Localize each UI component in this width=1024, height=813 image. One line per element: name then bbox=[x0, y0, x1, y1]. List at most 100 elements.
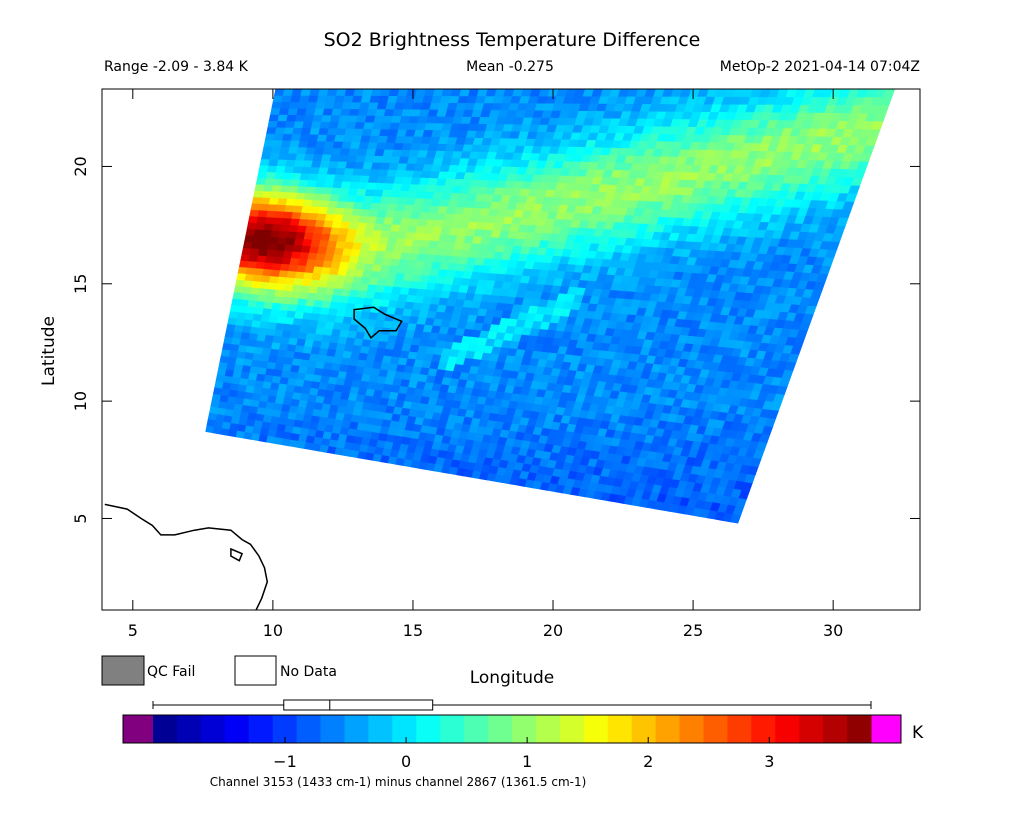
swath-pixel bbox=[321, 153, 332, 162]
swath-pixel bbox=[644, 89, 657, 97]
swath-pixel bbox=[281, 95, 293, 103]
swath-pixel bbox=[308, 133, 320, 142]
swath-pixel bbox=[307, 95, 319, 103]
swath-pixel bbox=[864, 89, 878, 98]
swath-pixel bbox=[295, 114, 306, 122]
swath-pixel bbox=[269, 152, 281, 160]
swath-pixel bbox=[312, 114, 324, 122]
swath-pixel bbox=[450, 89, 462, 97]
swath-pixel bbox=[259, 203, 270, 211]
colorbar-segment bbox=[679, 715, 704, 743]
swath-pixel bbox=[759, 89, 772, 97]
swath-pixel bbox=[289, 139, 301, 148]
swath-pixel bbox=[312, 153, 324, 162]
legend-qc-fail: QC Fail bbox=[101, 655, 195, 686]
swath-pixel bbox=[723, 89, 736, 97]
swath-pixel bbox=[263, 222, 274, 231]
swath-pixel bbox=[235, 279, 246, 287]
swath-pixel bbox=[328, 121, 340, 129]
swath-pixel bbox=[232, 291, 243, 300]
swath-pixel bbox=[288, 146, 299, 154]
swath-pixel bbox=[290, 133, 302, 141]
swath-pixel bbox=[286, 152, 298, 161]
swath-pixel bbox=[278, 191, 290, 199]
swath-pixel bbox=[653, 89, 666, 97]
swath-pixel bbox=[326, 89, 338, 96]
y-tick-label: 5 bbox=[71, 513, 90, 523]
swath-pixel bbox=[316, 95, 328, 103]
swath-pixel bbox=[291, 89, 303, 96]
swath-pixel bbox=[254, 306, 265, 315]
range-text: Range -2.09 - 3.84 K bbox=[104, 59, 249, 75]
swath-pixel bbox=[335, 89, 347, 96]
swath-pixel bbox=[267, 120, 279, 128]
swath-pixel bbox=[626, 89, 639, 97]
swath-pixel bbox=[556, 89, 568, 97]
swath-pixel bbox=[296, 108, 308, 116]
swath-pixel bbox=[228, 310, 239, 319]
swath-pixel bbox=[255, 261, 266, 270]
swath-pixel bbox=[245, 228, 256, 236]
swath-pixel bbox=[237, 305, 249, 314]
colorbar-segment bbox=[248, 715, 274, 743]
swath-pixel bbox=[224, 329, 235, 338]
legend-label-qc-fail: QC Fail bbox=[147, 664, 195, 680]
map-plot: 5 10 15 20 25 30 5 10 15 20 bbox=[71, 88, 921, 640]
colorbar-segment bbox=[727, 715, 752, 743]
colorbar-segment bbox=[153, 715, 178, 743]
swath-pixel bbox=[322, 108, 334, 116]
colorbar-segment bbox=[440, 715, 465, 743]
swath-pixel bbox=[246, 221, 258, 230]
colorbar-segment bbox=[488, 715, 513, 743]
x-tick-label: 10 bbox=[263, 621, 283, 640]
swath-pixel bbox=[635, 89, 648, 97]
x-tick-label: 15 bbox=[403, 621, 423, 640]
swath-pixel bbox=[662, 89, 675, 97]
swath-pixel bbox=[259, 242, 270, 250]
axis-ticks bbox=[102, 89, 920, 610]
colorbar-segment bbox=[631, 715, 657, 743]
swath-pixel bbox=[838, 89, 851, 98]
swath-pixel bbox=[270, 145, 282, 154]
swath-pixel bbox=[287, 107, 299, 116]
colorbar-segment bbox=[751, 715, 776, 743]
swath-pixel bbox=[266, 126, 277, 134]
swath-pixel bbox=[292, 127, 304, 135]
colorbar-unit: K bbox=[912, 723, 924, 743]
swath-pixel bbox=[306, 101, 318, 109]
swath-pixel bbox=[279, 146, 291, 154]
swath-pixel bbox=[538, 89, 551, 97]
swath-pixel bbox=[280, 139, 292, 148]
legend-swatch-no-data bbox=[234, 655, 277, 686]
swath-pixel bbox=[239, 259, 250, 268]
swath-pixel bbox=[315, 140, 327, 148]
swath-pixel bbox=[820, 89, 834, 98]
colorbar: −1 0 1 2 3 bbox=[122, 699, 902, 771]
swath-pixel bbox=[286, 114, 298, 122]
legend-label-no-data: No Data bbox=[280, 664, 337, 680]
satellite-text: MetOp-2 2021-04-14 07:04Z bbox=[720, 59, 920, 75]
swath-pixel bbox=[280, 101, 292, 109]
swath-pixel bbox=[290, 95, 302, 103]
lake-chad-outline bbox=[353, 306, 403, 339]
swath-pixel bbox=[248, 215, 259, 224]
chart-title: SO2 Brightness Temperature Difference bbox=[324, 29, 701, 51]
swath-pixel bbox=[600, 89, 613, 97]
swath-pixel bbox=[251, 280, 262, 289]
swath-pixel bbox=[299, 172, 311, 181]
colorbar-segment bbox=[368, 715, 393, 743]
swath-pixel bbox=[277, 197, 288, 206]
swath-pixel bbox=[288, 101, 300, 109]
swath-pixel bbox=[271, 101, 283, 109]
swath-pixel bbox=[244, 234, 255, 243]
swath-pixel bbox=[476, 89, 489, 97]
swath-pixel bbox=[261, 152, 272, 160]
colorbar-segment bbox=[775, 715, 800, 743]
swath-pixel bbox=[226, 323, 237, 332]
colorbar-segment bbox=[583, 715, 609, 743]
swath-pixel bbox=[268, 158, 279, 167]
swath-pixel bbox=[267, 203, 278, 212]
swath-pixel bbox=[812, 89, 825, 98]
swath-pixel bbox=[388, 89, 400, 96]
